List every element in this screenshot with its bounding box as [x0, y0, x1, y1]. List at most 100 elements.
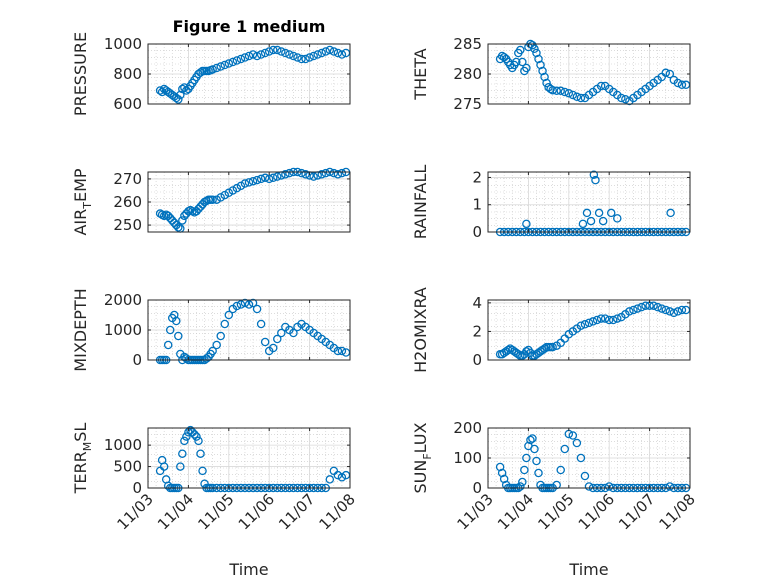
data-point — [260, 48, 270, 58]
plot-area — [148, 428, 350, 488]
data-series — [155, 167, 351, 233]
data-point — [576, 321, 586, 330]
data-point — [248, 298, 258, 308]
data-point — [212, 63, 221, 73]
y-axis-label: PRESSURE — [71, 32, 90, 116]
data-point — [317, 170, 326, 179]
data-point — [629, 305, 638, 315]
data-series — [495, 39, 691, 106]
data-point — [317, 48, 326, 58]
y-tick-label: 0 — [472, 223, 482, 241]
data-point — [309, 51, 318, 61]
axes-box — [487, 171, 691, 233]
data-point — [293, 53, 302, 62]
y-tick-label: 500 — [113, 458, 142, 476]
data-point — [584, 318, 594, 328]
y-tick-label: 280 — [453, 65, 482, 83]
data-series — [155, 45, 351, 104]
data-point — [657, 304, 666, 313]
data-point — [309, 172, 318, 181]
data-point — [329, 168, 339, 178]
y-tick-label: 1 — [472, 196, 482, 214]
data-point — [256, 319, 266, 329]
data-point — [337, 346, 347, 356]
data-point — [596, 314, 606, 323]
y-tick-label: 260 — [113, 193, 142, 211]
data-point — [268, 45, 278, 55]
data-point — [198, 466, 207, 476]
data-point — [264, 174, 274, 184]
data-point — [534, 468, 543, 478]
data-point — [548, 85, 557, 95]
data-point — [516, 45, 525, 55]
data-point — [333, 346, 343, 356]
data-point — [580, 320, 590, 329]
data-point — [248, 50, 258, 59]
data-point — [159, 462, 169, 471]
data-point — [264, 47, 274, 56]
y-tick-label: 600 — [113, 95, 142, 113]
x-tick-label: 11/08 — [656, 490, 699, 533]
x-tick-label: 11/05 — [534, 490, 577, 533]
data-point — [196, 68, 205, 77]
y-tick-label: 1000 — [104, 321, 142, 339]
data-point — [556, 465, 565, 475]
data-point — [333, 48, 343, 58]
data-point — [518, 57, 527, 67]
data-point — [568, 90, 578, 100]
data-point — [528, 434, 537, 443]
data-point — [540, 344, 549, 353]
y-axis-label: TERRMSL — [71, 423, 94, 495]
data-point — [514, 350, 523, 359]
axes-box — [147, 427, 351, 489]
data-point — [564, 88, 574, 98]
data-point — [580, 471, 590, 481]
data-point — [520, 465, 529, 475]
data-point — [248, 176, 258, 186]
y-tick-label: 100 — [453, 449, 482, 467]
data-point — [220, 319, 230, 329]
data-point — [240, 179, 250, 188]
data-point — [163, 340, 173, 350]
y-tick-label: 800 — [113, 65, 142, 83]
data-point — [556, 86, 565, 96]
data-point — [285, 168, 294, 178]
data-point — [661, 68, 671, 78]
y-axis-label: MIXDEPTH — [71, 288, 90, 371]
subplot-2: 275 280 285 THETA — [411, 35, 691, 113]
y-tick-label: 250 — [113, 216, 142, 234]
y-tick-label: 0 — [132, 479, 142, 497]
data-point — [604, 315, 614, 325]
data-point — [649, 301, 658, 310]
x-tick-label: 11/08 — [316, 490, 359, 533]
data-point — [289, 328, 298, 338]
data-point — [552, 480, 561, 490]
data-point — [600, 314, 610, 323]
data-point — [236, 54, 246, 64]
data-point — [522, 219, 531, 229]
data-point — [548, 342, 557, 352]
data-point — [532, 456, 541, 466]
data-point — [617, 93, 626, 103]
data-point — [542, 78, 551, 88]
data-point — [277, 47, 286, 56]
data-point — [194, 436, 203, 446]
data-point — [661, 305, 671, 315]
data-point — [252, 51, 262, 61]
data-point — [673, 78, 683, 88]
y-tick-label: 275 — [453, 95, 482, 113]
data-point — [337, 50, 347, 59]
plot-area — [488, 172, 690, 232]
y-tick-label: 200 — [453, 419, 482, 437]
data-point — [240, 53, 250, 62]
data-point — [252, 304, 262, 314]
data-point — [252, 175, 262, 185]
data-point — [677, 305, 687, 315]
axes-box — [487, 299, 691, 361]
data-point — [268, 173, 278, 183]
data-point — [522, 453, 531, 463]
y-tick-label: 1000 — [104, 436, 142, 454]
data-point — [212, 340, 221, 350]
data-point — [606, 208, 616, 218]
x-tick-label: 11/04 — [494, 490, 537, 533]
